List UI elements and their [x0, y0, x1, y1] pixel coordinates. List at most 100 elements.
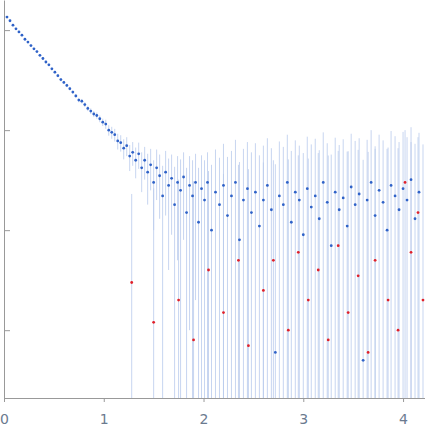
point	[56, 74, 59, 77]
point	[50, 67, 53, 70]
x-tick: 3	[299, 398, 308, 427]
point	[152, 181, 155, 184]
error-bar	[273, 160, 274, 398]
error-bar	[335, 138, 336, 398]
point	[382, 201, 385, 204]
error-bar	[375, 146, 376, 398]
point	[119, 141, 122, 144]
point	[146, 171, 149, 174]
point	[92, 113, 95, 116]
x-tick-mark	[303, 398, 304, 402]
point	[374, 214, 377, 217]
error-bar	[227, 157, 228, 398]
error-bar	[108, 125, 109, 135]
error-bar	[207, 152, 208, 398]
y-tick	[4, 230, 10, 231]
point	[414, 217, 417, 220]
error-bar	[129, 145, 130, 171]
point	[297, 251, 300, 254]
point	[89, 110, 92, 113]
point	[173, 203, 176, 206]
error-bar	[263, 146, 264, 398]
point	[110, 131, 113, 134]
point	[21, 34, 24, 37]
error-bar	[153, 188, 154, 398]
error-bar	[57, 74, 58, 77]
error-bar	[368, 152, 369, 398]
point	[350, 186, 353, 189]
point	[107, 129, 110, 132]
x-tick: 0	[0, 398, 9, 427]
point	[179, 189, 182, 192]
point	[122, 147, 125, 150]
point	[59, 78, 62, 81]
error-bar	[308, 159, 309, 398]
point	[12, 24, 15, 27]
error-bar	[298, 155, 299, 398]
error-bar	[156, 150, 157, 201]
error-bar	[48, 64, 49, 67]
error-bar	[18, 31, 19, 33]
error-bar	[189, 156, 190, 330]
point	[18, 30, 21, 33]
point	[362, 359, 365, 362]
error-bar	[219, 158, 220, 398]
error-bar	[363, 160, 364, 398]
points	[130, 181, 424, 354]
point	[262, 199, 265, 202]
error-bar	[279, 141, 280, 398]
point	[27, 41, 30, 44]
error-bar	[248, 169, 249, 398]
error-bar	[96, 113, 97, 119]
point	[270, 208, 273, 211]
point	[161, 195, 164, 198]
point	[131, 151, 134, 154]
point	[387, 299, 390, 302]
point	[237, 259, 240, 262]
error-bar	[114, 129, 115, 142]
point	[71, 91, 74, 94]
error-bar	[63, 81, 64, 84]
point	[30, 44, 33, 47]
error-bar	[331, 155, 332, 398]
error-bar	[69, 87, 70, 91]
point	[53, 71, 56, 74]
error-bar	[180, 159, 181, 398]
point	[298, 199, 301, 202]
error-bar	[117, 134, 118, 150]
error-bar	[21, 34, 22, 36]
point	[402, 187, 405, 190]
point	[128, 155, 131, 158]
point	[192, 338, 195, 341]
point	[410, 251, 413, 254]
point	[188, 184, 191, 187]
y-tick-mark	[4, 230, 10, 231]
error-bar	[379, 135, 380, 398]
error-bar	[238, 165, 239, 398]
x-tick: 2	[200, 398, 209, 427]
error-bar	[168, 159, 169, 270]
point	[262, 289, 265, 292]
error-bar	[159, 155, 160, 219]
x-tick-mark	[204, 398, 205, 402]
point	[342, 197, 345, 200]
point	[326, 201, 329, 204]
point	[366, 199, 369, 202]
error-bar	[355, 141, 356, 398]
point	[302, 233, 305, 236]
point	[65, 84, 68, 87]
point	[170, 177, 173, 180]
error-bar	[403, 132, 404, 398]
point	[294, 191, 297, 194]
point	[314, 195, 317, 198]
point	[155, 166, 158, 169]
point	[258, 225, 261, 228]
point	[74, 94, 77, 97]
point	[101, 121, 104, 124]
error-bar	[9, 20, 10, 22]
point	[250, 211, 253, 214]
point	[418, 191, 421, 194]
point	[337, 244, 340, 247]
point	[222, 184, 225, 187]
error-bar	[177, 156, 178, 260]
